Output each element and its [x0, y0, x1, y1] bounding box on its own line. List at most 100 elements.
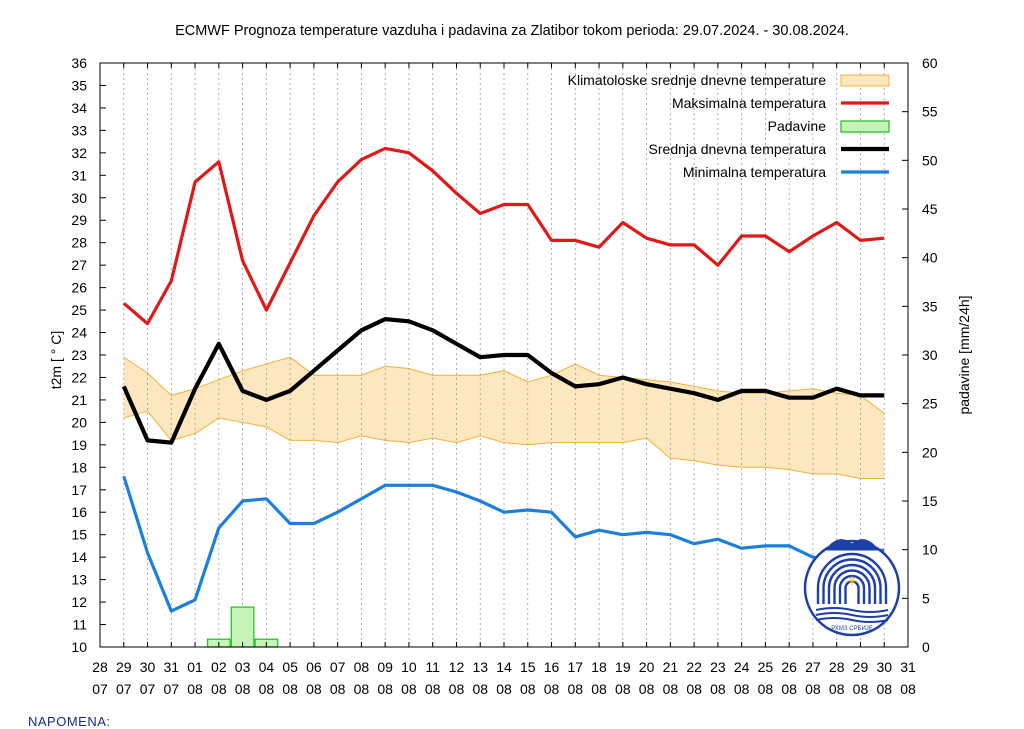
x-tick-day-label: 30 [140, 659, 156, 675]
legend-swatch-bar [840, 120, 890, 133]
legend-label: Maksimalna temperatura [672, 95, 826, 111]
logo-wave [815, 612, 889, 618]
y-tick-label: 16 [71, 504, 87, 520]
x-tick-month-label: 08 [853, 681, 869, 697]
y-tick-label: 15 [71, 527, 87, 543]
x-tick-day-label: 31 [900, 659, 916, 675]
x-tick-day-label: 11 [425, 659, 440, 675]
y2-tick-label: 35 [922, 298, 938, 314]
y-tick-label: 33 [71, 122, 87, 138]
y-tick-label: 26 [71, 280, 87, 296]
x-tick-month-label: 08 [758, 681, 774, 697]
x-tick-month-label: 08 [259, 681, 275, 697]
y-tick-label: 22 [71, 369, 87, 385]
y2-tick-label: 40 [922, 250, 938, 266]
x-tick-month-label: 08 [472, 681, 488, 697]
x-tick-day-label: 29 [116, 659, 132, 675]
x-tick-month-label: 08 [615, 681, 631, 697]
chart-title: ECMWF Prognoza temperature vazduha i pad… [175, 23, 849, 39]
y2-tick-label: 0 [922, 639, 930, 655]
x-tick-month-label: 08 [568, 681, 584, 697]
x-tick-day-label: 19 [615, 659, 631, 675]
logo-wave [815, 617, 889, 623]
y-tick-label: 21 [71, 392, 87, 408]
x-tick-day-label: 08 [354, 659, 370, 675]
x-tick-day-label: 14 [496, 659, 512, 675]
logo-wave [815, 607, 889, 613]
x-tick-month-label: 07 [92, 681, 108, 697]
x-tick-month-label: 08 [496, 681, 512, 697]
climatology-band [123, 357, 885, 479]
x-tick-month-label: 08 [544, 681, 560, 697]
x-tick-month-label: 08 [639, 681, 655, 697]
logo-arc [822, 558, 882, 604]
y-tick-label: 17 [71, 482, 87, 498]
logo-text: РХМЗ СРБИЈЕ [831, 626, 873, 632]
y2-tick-label: 15 [922, 493, 938, 509]
y-tick-label: 34 [71, 100, 87, 116]
legend-swatch-band [840, 74, 890, 87]
logo-arc [816, 552, 888, 604]
x-tick-day-label: 01 [187, 659, 203, 675]
legend: Klimatoloske srednje dnevne temperature M… [568, 72, 890, 180]
x-tick-day-label: 02 [211, 659, 227, 675]
x-tick-day-label: 26 [781, 659, 797, 675]
mean-temp-line [121, 317, 885, 445]
y-tick-label: 12 [71, 594, 87, 610]
y-tick-label: 11 [72, 617, 87, 633]
y-tick-label: 28 [71, 235, 87, 251]
x-tick-month-label: 08 [591, 681, 607, 697]
y-tick-label: 35 [71, 77, 87, 93]
x-tick-month-label: 08 [401, 681, 417, 697]
x-tick-day-label: 22 [686, 659, 702, 675]
x-tick-month-label: 08 [425, 681, 441, 697]
y2-tick-label: 50 [922, 152, 938, 168]
x-tick-day-label: 28 [92, 659, 108, 675]
x-tick-day-label: 20 [639, 659, 655, 675]
note-label: NAPOMENA: [28, 714, 111, 729]
x-tick-month-label: 08 [805, 681, 821, 697]
y-tick-label: 29 [71, 212, 87, 228]
y2-tick-label: 25 [922, 396, 938, 412]
x-tick-month-label: 08 [829, 681, 845, 697]
x-tick-day-label: 13 [472, 659, 488, 675]
y-tick-label: 24 [71, 325, 87, 341]
x-tick-day-label: 28 [829, 659, 845, 675]
x-tick-month-label: 08 [282, 681, 298, 697]
y-tick-label: 25 [71, 302, 87, 318]
x-tick-day-label: 16 [544, 659, 560, 675]
logo-cloud [825, 539, 879, 551]
y2-tick-label: 30 [922, 347, 938, 363]
x-tick-month-label: 07 [140, 681, 156, 697]
y2-tick-label: 20 [922, 444, 938, 460]
logo-arc [827, 563, 877, 604]
x-tick-day-label: 17 [568, 659, 584, 675]
y2-tick-label: 5 [922, 590, 930, 606]
logo-arc [838, 574, 866, 604]
rhmz-logo: ✳ РХМЗ СРБИЈЕ [803, 539, 901, 637]
x-tick-day-label: 21 [663, 659, 679, 675]
x-tick-day-label: 12 [449, 659, 465, 675]
x-tick-day-label: 04 [259, 659, 275, 675]
x-tick-day-label: 10 [401, 659, 417, 675]
x-tick-month-label: 08 [354, 681, 370, 697]
logo-arc [833, 569, 871, 604]
y2-axis-label: padavine [mm/24h] [956, 295, 972, 414]
x-tick-month-label: 08 [235, 681, 251, 697]
y-tick-label: 14 [71, 549, 87, 565]
max-temp-line [122, 146, 885, 326]
x-tick-day-label: 29 [853, 659, 869, 675]
legend-label: Padavine [768, 118, 827, 134]
x-tick-day-label: 15 [520, 659, 536, 675]
climatology-upper-edge [123, 356, 885, 414]
y-tick-label: 31 [71, 167, 87, 183]
y-tick-label: 32 [71, 145, 87, 161]
x-tick-month-label: 08 [306, 681, 322, 697]
y-tick-label: 27 [71, 257, 87, 273]
min-temp-line [122, 475, 885, 613]
x-tick-month-label: 08 [187, 681, 203, 697]
legend-label: Srednja dnevna temperatura [649, 141, 827, 157]
legend-label: Minimalna temperatura [683, 164, 826, 180]
x-tick-day-label: 31 [164, 659, 180, 675]
